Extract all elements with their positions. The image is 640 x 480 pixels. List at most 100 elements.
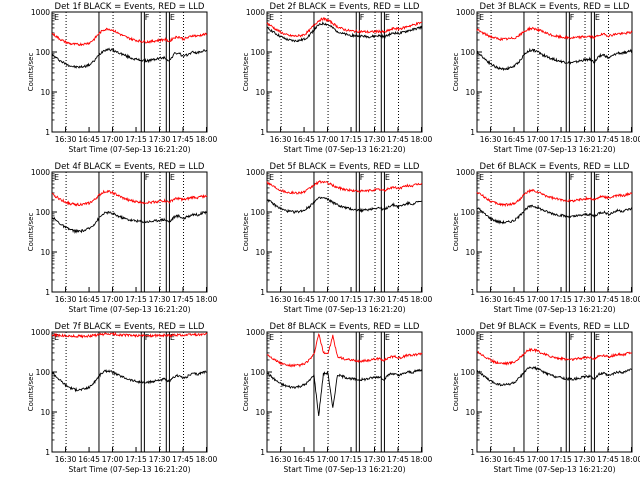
detector-chart-4: Det 4f BLACK = Events, RED = LLD 1 10 100 10… bbox=[27, 162, 218, 314]
x-tick-label: 16:45 bbox=[78, 295, 100, 304]
chart-title: Det 5f BLACK = Events, RED = LLD bbox=[270, 162, 420, 172]
x-axis-label: Start Time (07-Sep-13 16:21:20) bbox=[284, 465, 406, 474]
x-tick-label: 16:30 bbox=[480, 295, 502, 304]
x-tick-label: 16:30 bbox=[55, 295, 77, 304]
series-line-lld bbox=[476, 26, 633, 42]
y-axis-label: Counts/sec bbox=[452, 213, 460, 252]
series-line-lld bbox=[266, 333, 423, 368]
flag-label: E bbox=[269, 333, 274, 342]
x-tick-label: 16:45 bbox=[293, 295, 315, 304]
y-tick-label: 1000 bbox=[456, 328, 475, 337]
y-tick-label: 1 bbox=[260, 448, 265, 457]
flag-label: E bbox=[595, 333, 600, 342]
y-tick-label: 100 bbox=[251, 368, 266, 377]
flag-label: E bbox=[385, 13, 390, 22]
y-tick-label: 1000 bbox=[31, 8, 50, 17]
detector-chart-1: Det 1f BLACK = Events, RED = LLD 1 10 100 10… bbox=[27, 2, 218, 154]
y-tick-label: 100 bbox=[36, 368, 51, 377]
plot-frame bbox=[476, 171, 633, 293]
x-axis-label: Start Time (07-Sep-13 16:21:20) bbox=[494, 465, 616, 474]
plot-frame bbox=[266, 171, 423, 293]
flag-label: E bbox=[170, 13, 175, 22]
flag-label: F bbox=[145, 333, 150, 342]
chart-title: Det 8f BLACK = Events, RED = LLD bbox=[270, 322, 420, 332]
x-axis-label: Start Time (07-Sep-13 16:21:20) bbox=[69, 145, 191, 154]
y-tick-label: 1 bbox=[470, 448, 475, 457]
x-tick-label: 16:30 bbox=[55, 455, 77, 464]
detector-chart-5: Det 5f BLACK = Events, RED = LLD 1 10 100 10… bbox=[242, 162, 433, 314]
detector-chart-2: Det 2f BLACK = Events, RED = LLD 1 10 100 10… bbox=[242, 2, 433, 154]
x-tick-label: 18:00 bbox=[411, 455, 433, 464]
x-tick-label: 17:00 bbox=[527, 135, 549, 144]
x-tick-label: 17:45 bbox=[597, 135, 619, 144]
detector-chart-3: Det 3f BLACK = Events, RED = LLD 1 10 100 10… bbox=[452, 2, 640, 154]
series-line-events bbox=[476, 365, 633, 387]
detector-chart-7: Det 7f BLACK = Events, RED = LLD 1 10 100 10… bbox=[27, 322, 218, 474]
x-tick-label: 18:00 bbox=[621, 135, 640, 144]
x-axis-label: Start Time (07-Sep-13 16:21:20) bbox=[494, 305, 616, 314]
y-tick-label: 100 bbox=[251, 48, 266, 57]
y-tick-label: 10 bbox=[465, 408, 475, 417]
chart-title: Det 6f BLACK = Events, RED = LLD bbox=[480, 162, 630, 172]
flag-label: E bbox=[269, 173, 274, 182]
y-tick-label: 1000 bbox=[456, 8, 475, 17]
x-tick-label: 16:45 bbox=[503, 295, 525, 304]
plot-frame bbox=[51, 331, 208, 453]
chart-title: Det 2f BLACK = Events, RED = LLD bbox=[270, 2, 420, 12]
x-tick-label: 18:00 bbox=[196, 135, 218, 144]
series-line-events bbox=[266, 196, 423, 214]
y-tick-label: 1000 bbox=[246, 328, 265, 337]
x-tick-label: 18:00 bbox=[411, 295, 433, 304]
flag-label: F bbox=[360, 13, 365, 22]
series-line-events bbox=[476, 47, 633, 72]
y-tick-label: 10 bbox=[255, 248, 265, 257]
x-tick-label: 17:30 bbox=[149, 455, 171, 464]
x-tick-label: 18:00 bbox=[621, 455, 640, 464]
chart-title: Det 4f BLACK = Events, RED = LLD bbox=[55, 162, 205, 172]
y-tick-label: 1000 bbox=[246, 168, 265, 177]
y-tick-label: 1 bbox=[470, 128, 475, 137]
x-tick-label: 17:00 bbox=[317, 135, 339, 144]
flag-label: F bbox=[570, 13, 575, 22]
flag-label: E bbox=[385, 333, 390, 342]
y-tick-label: 100 bbox=[461, 368, 476, 377]
chart-title: Det 7f BLACK = Events, RED = LLD bbox=[55, 322, 205, 332]
y-tick-label: 10 bbox=[255, 408, 265, 417]
x-tick-label: 17:45 bbox=[172, 295, 194, 304]
y-tick-label: 1 bbox=[45, 288, 50, 297]
y-axis-label: Counts/sec bbox=[27, 53, 35, 92]
series-line-lld bbox=[476, 188, 633, 208]
y-tick-label: 10 bbox=[40, 248, 50, 257]
flag-label: E bbox=[269, 13, 274, 22]
y-axis-label: Counts/sec bbox=[452, 53, 460, 92]
series-line-events bbox=[476, 204, 633, 225]
y-axis-label: Counts/sec bbox=[27, 373, 35, 412]
x-tick-label: 17:30 bbox=[574, 295, 596, 304]
x-tick-label: 16:30 bbox=[55, 135, 77, 144]
flag-label: F bbox=[570, 173, 575, 182]
y-tick-label: 10 bbox=[40, 408, 50, 417]
x-tick-label: 16:45 bbox=[78, 135, 100, 144]
x-axis-label: Start Time (07-Sep-13 16:21:20) bbox=[69, 305, 191, 314]
x-tick-label: 17:45 bbox=[597, 295, 619, 304]
y-tick-label: 1 bbox=[260, 288, 265, 297]
series-line-events bbox=[51, 368, 208, 393]
y-tick-label: 10 bbox=[40, 88, 50, 97]
x-tick-label: 17:00 bbox=[317, 455, 339, 464]
flag-label: F bbox=[145, 13, 150, 22]
x-tick-label: 17:15 bbox=[550, 295, 572, 304]
x-tick-label: 18:00 bbox=[411, 135, 433, 144]
flag-label: F bbox=[360, 173, 365, 182]
y-tick-label: 100 bbox=[461, 208, 476, 217]
y-tick-label: 1000 bbox=[31, 168, 50, 177]
x-tick-label: 18:00 bbox=[196, 295, 218, 304]
flag-label: E bbox=[54, 13, 59, 22]
x-tick-label: 17:00 bbox=[102, 135, 124, 144]
y-axis-label: Counts/sec bbox=[242, 373, 250, 412]
y-axis-label: Counts/sec bbox=[27, 213, 35, 252]
x-tick-label: 17:30 bbox=[364, 135, 386, 144]
x-tick-label: 17:00 bbox=[527, 295, 549, 304]
y-tick-label: 1 bbox=[45, 128, 50, 137]
y-tick-label: 1000 bbox=[31, 328, 50, 337]
